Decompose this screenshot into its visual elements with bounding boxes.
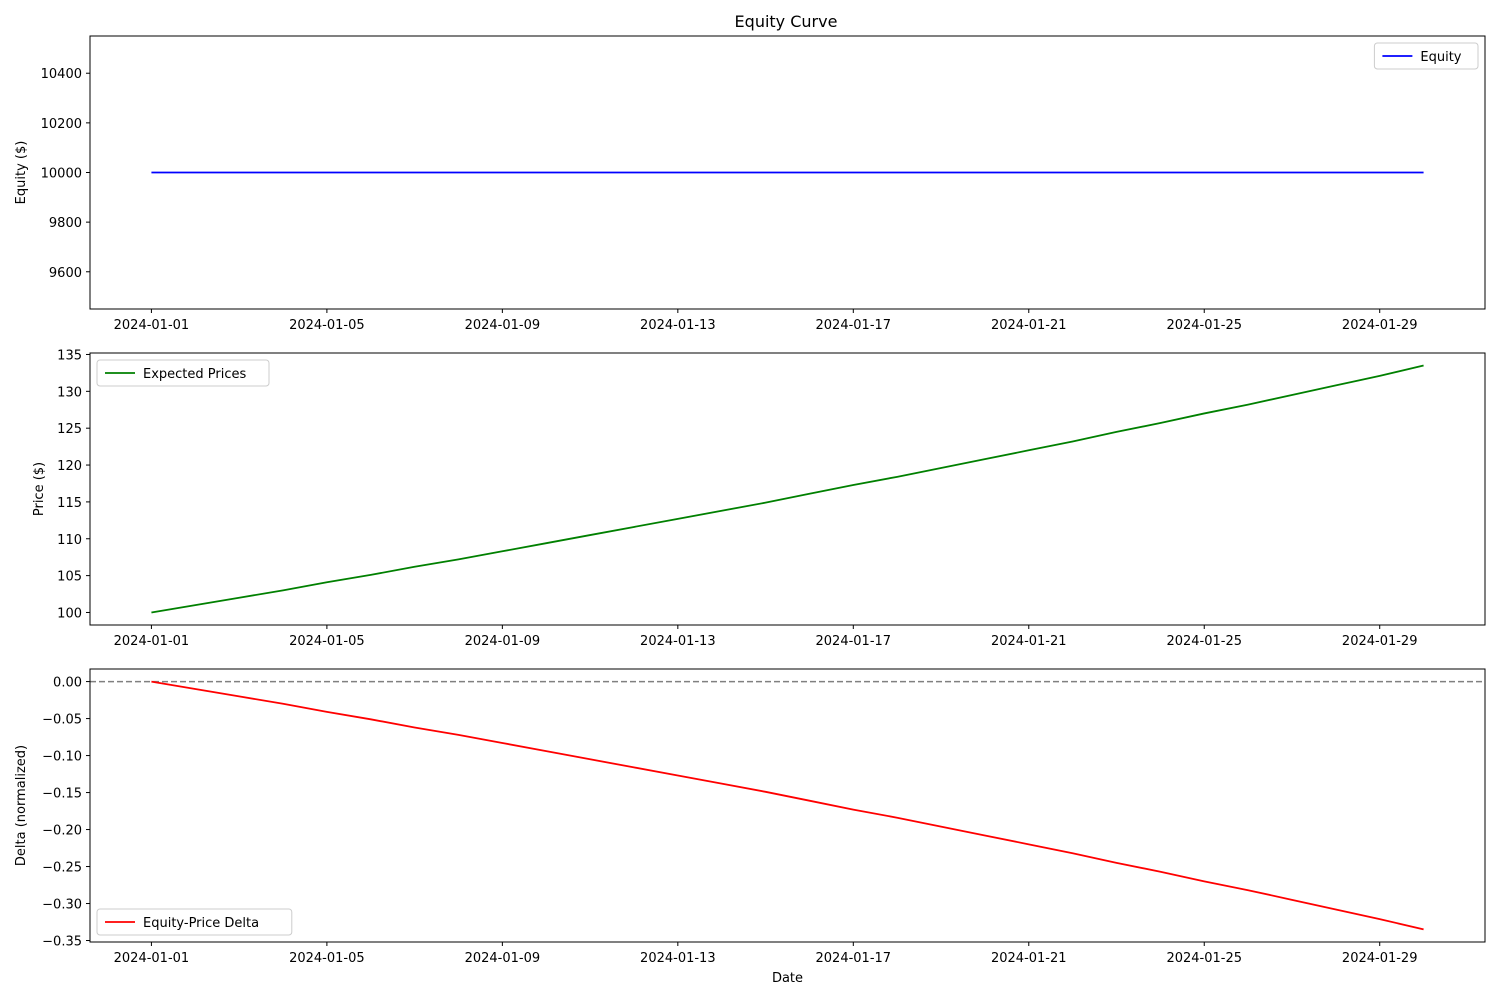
x-tick-label: 2024-01-21 xyxy=(991,318,1067,333)
y-tick-label: −0.30 xyxy=(42,898,82,913)
subplots: 2024-01-01 2024-01-05 2024-01-09 2024-01-13… xyxy=(14,35,1486,986)
y-tick-label: 130 xyxy=(57,385,82,400)
x-tick-label: 2024-01-29 xyxy=(1342,634,1418,649)
y-tick-label: −0.05 xyxy=(42,713,82,728)
x-tick-label: 2024-01-13 xyxy=(640,634,716,649)
x-tick-label: 2024-01-01 xyxy=(114,318,190,333)
x-tick-label: 2024-01-01 xyxy=(114,634,190,649)
y-tick-label: −0.15 xyxy=(42,787,82,802)
series-line-price xyxy=(151,364,1424,614)
y-tick-label: −0.35 xyxy=(42,935,82,950)
axes-frame xyxy=(89,668,1486,943)
legend: Expected Prices xyxy=(96,359,270,387)
x-axis-label: Date xyxy=(772,971,803,986)
legend-label: Expected Prices xyxy=(143,367,246,382)
legend-label: Equity-Price Delta xyxy=(143,916,259,931)
y-tick-label: 125 xyxy=(57,422,82,437)
y-tick-label: 135 xyxy=(57,348,82,363)
y-tick-label: 10000 xyxy=(41,167,82,182)
legend-box xyxy=(96,908,293,936)
legend-label: Equity xyxy=(1420,50,1461,65)
x-tick-label: 2024-01-09 xyxy=(465,634,541,649)
x-tick-label: 2024-01-09 xyxy=(465,951,541,966)
y-tick-label: 115 xyxy=(57,496,82,511)
x-tick-label: 2024-01-21 xyxy=(991,634,1067,649)
series-line-delta xyxy=(151,680,1424,931)
legend-box xyxy=(96,359,270,387)
figure-title: Equity Curve xyxy=(735,12,838,31)
y-tick-label: −0.10 xyxy=(42,750,82,765)
y-axis-label: Delta (normalized) xyxy=(14,745,29,866)
x-tick-label: 2024-01-01 xyxy=(114,951,190,966)
subplot-delta: 2024-01-01 2024-01-05 2024-01-09 2024-01-13… xyxy=(14,668,1486,986)
legend-box xyxy=(1373,42,1479,70)
y-tick-label: 120 xyxy=(57,459,82,474)
y-tick-label: −0.20 xyxy=(42,824,82,839)
x-tick-label: 2024-01-05 xyxy=(289,634,365,649)
x-tick-label: 2024-01-13 xyxy=(640,318,716,333)
x-tick-label: 2024-01-05 xyxy=(289,318,365,333)
x-tick-label: 2024-01-29 xyxy=(1342,951,1418,966)
y-tick-label: 0.00 xyxy=(53,676,82,691)
x-tick-label: 2024-01-17 xyxy=(816,951,892,966)
y-tick-label: 10400 xyxy=(41,67,82,82)
y-tick-label: 105 xyxy=(57,570,82,585)
x-tick-label: 2024-01-05 xyxy=(289,951,365,966)
subplot-price: 2024-01-01 2024-01-05 2024-01-09 2024-01-13… xyxy=(32,348,1486,649)
x-tick-label: 2024-01-29 xyxy=(1342,318,1418,333)
x-tick-label: 2024-01-25 xyxy=(1166,951,1242,966)
legend: Equity-Price Delta xyxy=(96,908,293,936)
x-tick-label: 2024-01-17 xyxy=(816,318,892,333)
axes-frame xyxy=(89,352,1486,626)
y-axis-label: Price ($) xyxy=(32,462,47,516)
x-tick-label: 2024-01-13 xyxy=(640,951,716,966)
y-tick-label: 9600 xyxy=(49,266,82,281)
y-tick-label: 10200 xyxy=(41,117,82,132)
legend: Equity xyxy=(1373,42,1479,70)
y-tick-label: 110 xyxy=(57,533,82,548)
x-tick-label: 2024-01-25 xyxy=(1166,634,1242,649)
y-tick-label: −0.25 xyxy=(42,861,82,876)
subplot-equity: 2024-01-01 2024-01-05 2024-01-09 2024-01-13… xyxy=(14,35,1486,333)
x-tick-label: 2024-01-21 xyxy=(991,951,1067,966)
y-tick-label: 100 xyxy=(57,606,82,621)
x-tick-label: 2024-01-09 xyxy=(465,318,541,333)
y-axis-label: Equity ($) xyxy=(14,141,29,205)
x-tick-label: 2024-01-25 xyxy=(1166,318,1242,333)
y-tick-label: 9800 xyxy=(49,216,82,231)
x-tick-label: 2024-01-17 xyxy=(816,634,892,649)
